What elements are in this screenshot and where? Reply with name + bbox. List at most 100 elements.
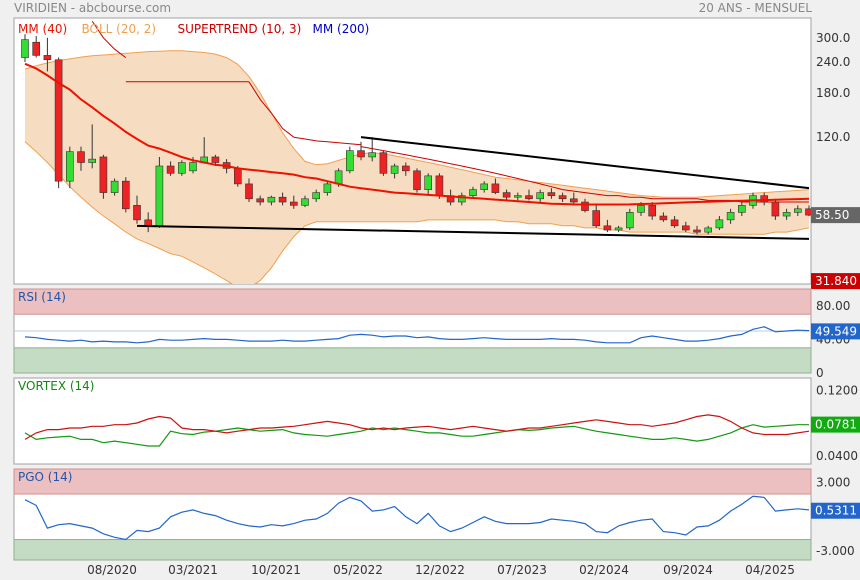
candle [592, 205, 601, 228]
rsi-value-badge-group: 49.549 [811, 323, 860, 340]
candle-body [793, 208, 802, 213]
candle [424, 173, 433, 196]
candle-body [569, 198, 578, 203]
candle-body [368, 152, 377, 158]
candle [726, 208, 735, 224]
candle [122, 177, 130, 213]
x-tick-label: 09/2024 [663, 563, 713, 577]
chart-header-title: VIRIDIEN - abcbourse.com [14, 1, 172, 15]
candle-body [345, 150, 354, 172]
candle-body [379, 152, 388, 174]
candle [379, 150, 388, 176]
candle [390, 163, 399, 179]
candle-body [581, 201, 589, 211]
candle-body [513, 195, 522, 198]
legend-item: SUPERTREND (10, 3) [178, 22, 302, 36]
candle-body [357, 150, 365, 158]
price-y-tick-label: 180.0 [816, 86, 850, 100]
pgo-plot: 3.000 -3.000 PGO (14) [13, 468, 855, 561]
candle-body [267, 196, 276, 203]
rsi-title: RSI (14) [18, 290, 66, 304]
candle [513, 192, 522, 201]
candle [323, 181, 332, 196]
candle [469, 186, 477, 199]
supertrend-segment [360, 146, 563, 191]
candle [312, 189, 321, 203]
candle [43, 37, 52, 72]
candle [659, 212, 668, 222]
candle [793, 205, 802, 217]
x-tick-label: 04/2025 [745, 563, 795, 577]
x-tick-label: 02/2024 [579, 563, 629, 577]
candle-body [312, 192, 321, 200]
candle [737, 202, 746, 217]
last-price-badge-group: 58.50 [811, 207, 860, 224]
candle [715, 216, 724, 230]
supertrend-badge-group: 31.840 [811, 273, 860, 290]
candle [670, 216, 679, 228]
candle [278, 192, 287, 206]
candle-body [133, 205, 141, 221]
pgo-overbought-zone [13, 468, 812, 495]
candle [805, 205, 811, 217]
pgo-y-tick-label: -3.000 [816, 544, 855, 558]
candle [547, 188, 556, 199]
candle [32, 35, 41, 58]
candle [368, 137, 377, 162]
candle-body [547, 192, 556, 196]
candle [413, 168, 421, 193]
candle-body [726, 212, 735, 221]
candle-body [592, 210, 601, 227]
candle-body [805, 208, 811, 216]
candle-body [737, 205, 746, 213]
supertrend-segment [293, 136, 362, 146]
candle [603, 219, 612, 233]
candle-body [625, 212, 634, 229]
legend-item: MM (40) [18, 22, 67, 36]
candle [771, 198, 780, 220]
candle [178, 160, 186, 176]
supertrend-segment [562, 189, 686, 200]
candle-body [648, 205, 657, 217]
candle [502, 189, 511, 201]
candle-body [525, 195, 533, 200]
pgo-title: PGO (14) [18, 470, 72, 484]
candle-body [480, 183, 489, 190]
candle-body [715, 219, 724, 229]
rsi-value-badge: 49.549 [815, 324, 857, 338]
candle-body [771, 201, 780, 217]
candle-body [536, 192, 545, 200]
price-plot: 300.0 240.0 180.0 120.0 MM (40) BOLL (20, 2) S… [18, 20, 850, 284]
candle-body [558, 195, 567, 200]
pgo-value-badge-bg [811, 502, 860, 519]
pgo-line [24, 495, 810, 541]
supertrend-segment [685, 198, 809, 203]
candle-body [390, 165, 399, 174]
candle-body [155, 165, 164, 227]
candle [693, 225, 701, 235]
candle [357, 141, 365, 161]
candle-body [603, 225, 612, 231]
candle [245, 178, 253, 203]
candle [614, 225, 623, 233]
supertrend-segment [248, 81, 295, 138]
candle [267, 195, 276, 206]
last-price-badge: 58.50 [815, 208, 849, 222]
candle [480, 181, 489, 193]
vortex-plot: 0.1200 0.0400 VORTEX (14) [18, 379, 858, 463]
bollinger-lower-line [24, 141, 810, 284]
bollinger-band-fill [25, 50, 809, 284]
candle-body [502, 192, 511, 198]
candle-body [323, 183, 332, 193]
candle-body [245, 183, 253, 200]
supertrend-segment [91, 20, 127, 58]
candle [99, 154, 108, 199]
candle [491, 178, 500, 195]
candle-body [99, 156, 108, 193]
candle-body [54, 59, 63, 182]
candle-body [659, 215, 668, 221]
candle [625, 208, 634, 230]
bollinger-upper-line [24, 50, 810, 198]
supertrend-badge-bg [811, 273, 860, 290]
